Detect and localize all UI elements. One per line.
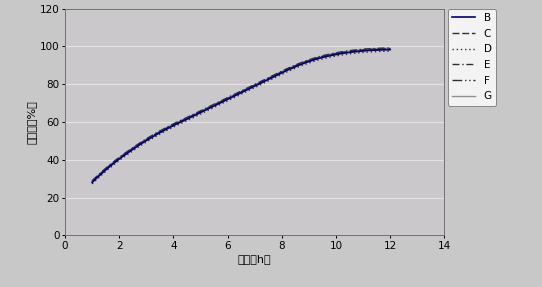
Line: D: D bbox=[92, 51, 390, 184]
D bbox=[284, 70, 291, 73]
Line: F: F bbox=[92, 49, 390, 182]
C bbox=[387, 47, 393, 51]
F bbox=[317, 56, 323, 59]
D bbox=[257, 83, 263, 87]
D bbox=[387, 49, 393, 53]
G bbox=[197, 109, 204, 113]
C bbox=[257, 81, 263, 84]
C bbox=[284, 68, 291, 71]
F bbox=[197, 110, 204, 114]
D bbox=[317, 58, 323, 61]
C bbox=[273, 73, 280, 76]
G bbox=[273, 72, 280, 76]
Line: B: B bbox=[92, 50, 390, 183]
Y-axis label: 释放度（%）: 释放度（%） bbox=[27, 100, 37, 144]
E bbox=[284, 67, 291, 70]
B bbox=[257, 82, 263, 85]
B bbox=[89, 181, 95, 184]
F bbox=[273, 73, 280, 77]
G bbox=[284, 67, 291, 71]
E bbox=[94, 174, 101, 177]
Line: G: G bbox=[92, 48, 390, 181]
C bbox=[94, 174, 101, 178]
F bbox=[284, 68, 291, 72]
Line: C: C bbox=[92, 49, 390, 181]
G bbox=[257, 80, 263, 84]
E bbox=[387, 46, 393, 50]
D bbox=[273, 75, 280, 79]
B bbox=[273, 74, 280, 77]
B bbox=[94, 175, 101, 179]
E bbox=[257, 80, 263, 84]
B bbox=[317, 57, 323, 60]
E bbox=[89, 179, 95, 183]
F bbox=[94, 175, 101, 179]
G bbox=[89, 179, 95, 183]
G bbox=[387, 46, 393, 50]
F bbox=[257, 81, 263, 85]
Line: E: E bbox=[92, 48, 390, 181]
E bbox=[197, 109, 204, 113]
E bbox=[317, 55, 323, 58]
D bbox=[94, 177, 101, 181]
G bbox=[317, 55, 323, 59]
B bbox=[197, 111, 204, 114]
B bbox=[284, 69, 291, 72]
E bbox=[273, 72, 280, 75]
Legend: B, C, D, E, F, G: B, C, D, E, F, G bbox=[448, 9, 496, 106]
C bbox=[197, 110, 204, 113]
D bbox=[197, 112, 204, 116]
X-axis label: 时间（h）: 时间（h） bbox=[238, 254, 272, 264]
B bbox=[387, 48, 393, 51]
G bbox=[94, 174, 101, 178]
D bbox=[89, 182, 95, 186]
F bbox=[387, 48, 393, 51]
F bbox=[89, 180, 95, 184]
C bbox=[317, 55, 323, 59]
C bbox=[89, 180, 95, 183]
